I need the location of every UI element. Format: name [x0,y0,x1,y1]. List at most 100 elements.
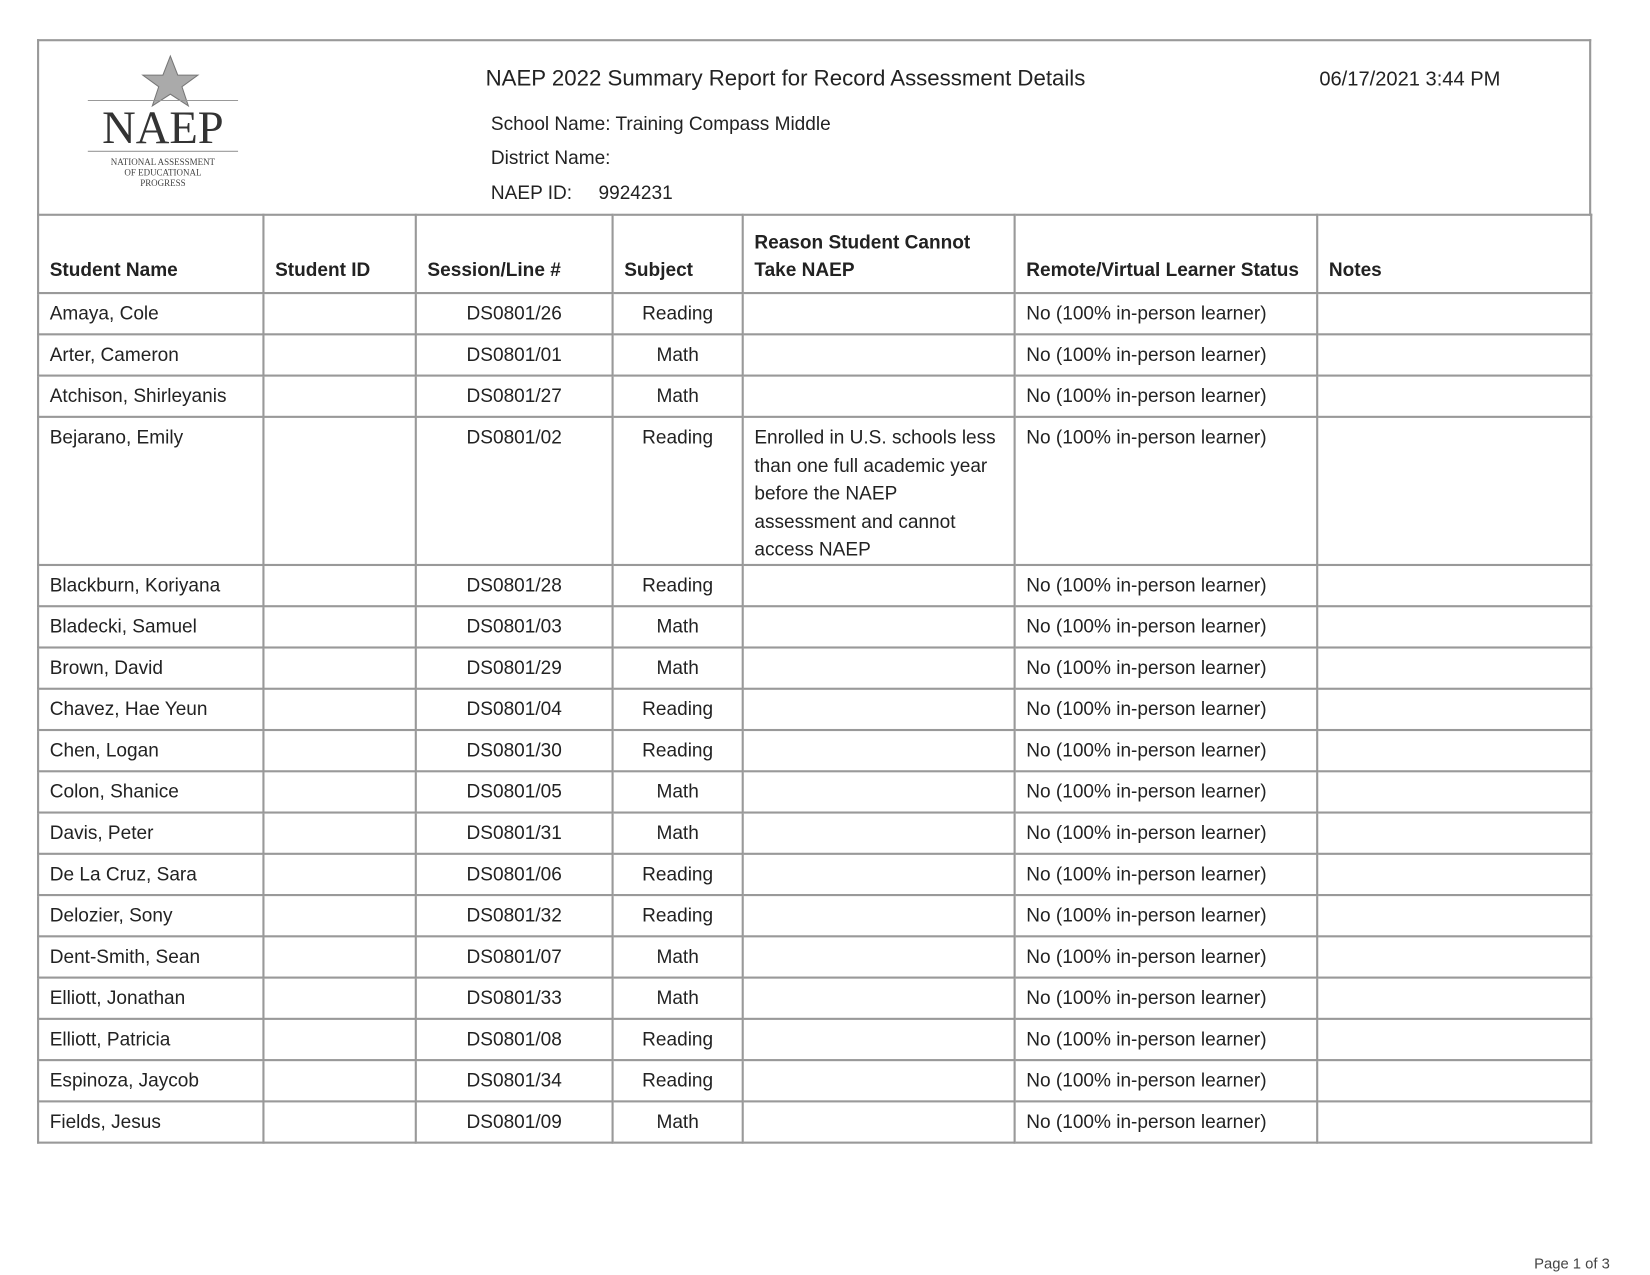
table-row: Elliott, Jonathan DS0801/33 Math No (100% i… [37,976,1593,1020]
cell-session-line: DS0801/33 [414,976,614,1020]
table-row: Amaya, Cole DS0801/26 Reading No (100% in-p… [37,292,1593,336]
cell-subject: Reading [611,563,744,607]
cell-student-id [262,1058,417,1102]
column-header-subject: Subject [611,213,744,295]
cell-remote-status: No (100% in-person learner) [1013,769,1319,814]
cell-subject: Reading [611,292,744,336]
cell-session-line: DS0801/07 [414,934,614,979]
table-row: Davis, Peter DS0801/31 Math No (100% in-per… [37,810,1593,855]
cell-notes [1316,893,1593,937]
cell-notes [1316,374,1593,418]
cell-remote-status: No (100% in-person learner) [1013,810,1319,855]
cell-reason [741,769,1016,814]
table-row: Atchison, Shirleyanis DS0801/27 Math No (10… [37,374,1593,418]
table-row: Bejarano, Emily DS0801/02 Reading Enrolled … [37,415,1593,566]
cell-student-name: Brown, David [37,645,265,690]
table-row: Chavez, Hae Yeun DS0801/04 Reading No (100%… [37,687,1593,731]
table-row: De La Cruz, Sara DS0801/06 Reading No (100%… [37,852,1593,896]
cell-session-line: DS0801/27 [414,374,614,418]
cell-student-name: Elliott, Jonathan [37,976,265,1020]
cell-student-name: Espinoza, Jaycob [37,1058,265,1102]
naep-logo: NAEP NATIONAL ASSESSMENT OF EDUCATIONAL … [87,54,239,188]
cell-remote-status: No (100% in-person learner) [1013,934,1319,979]
cell-student-id [262,934,417,979]
cell-notes [1316,934,1593,979]
cell-student-name: Bladecki, Samuel [37,604,265,649]
cell-reason [741,604,1016,649]
report-datetime: 06/17/2021 3:44 PM [1319,68,1501,91]
cell-subject: Math [611,769,744,814]
cell-session-line: DS0801/09 [414,1099,614,1144]
cell-student-name: Fields, Jesus [37,1099,265,1144]
svg-text:OF EDUCATIONAL: OF EDUCATIONAL [124,168,201,178]
naep-id-label: NAEP ID: [490,181,573,204]
star-icon [141,54,200,108]
cell-session-line: DS0801/29 [414,645,614,690]
cell-subject: Math [611,333,744,377]
cell-student-name: Bejarano, Emily [37,415,265,566]
cell-student-id [262,769,417,814]
district-name: District Name: [490,147,611,169]
cell-reason [741,374,1016,418]
cell-remote-status: No (100% in-person learner) [1013,415,1319,566]
cell-subject: Reading [611,852,744,896]
cell-notes [1316,769,1593,814]
school-name: School Name: Training Compass Middle [490,113,831,135]
cell-notes [1316,976,1593,1020]
table-header-row: Student Name Student ID Session/Line # Subj… [37,213,1593,295]
cell-session-line: DS0801/31 [414,810,614,855]
cell-subject: Math [611,1099,744,1144]
cell-student-name: De La Cruz, Sara [37,852,265,896]
cell-reason [741,934,1016,979]
cell-student-name: Chavez, Hae Yeun [37,687,265,731]
column-header-student-id: Student ID [262,213,417,295]
cell-student-id [262,1017,417,1061]
report-header: NAEP NATIONAL ASSESSMENT OF EDUCATIONAL … [37,39,1592,216]
cell-reason [741,687,1016,731]
table-row: Elliott, Patricia DS0801/08 Reading No (100… [37,1017,1593,1061]
column-header-notes: Notes [1316,213,1593,295]
cell-reason [741,893,1016,937]
cell-notes [1316,728,1593,772]
cell-subject: Math [611,976,744,1020]
cell-reason [741,292,1016,336]
cell-remote-status: No (100% in-person learner) [1013,292,1319,336]
cell-reason [741,1099,1016,1144]
cell-student-id [262,604,417,649]
cell-reason: Enrolled in U.S. schools less than one f… [741,415,1016,566]
cell-notes [1316,1058,1593,1102]
cell-reason [741,333,1016,377]
cell-remote-status: No (100% in-person learner) [1013,728,1319,772]
cell-remote-status: No (100% in-person learner) [1013,333,1319,377]
report-title: NAEP 2022 Summary Report for Record Asse… [485,66,1086,91]
cell-student-id [262,976,417,1020]
cell-notes [1316,810,1593,855]
cell-remote-status: No (100% in-person learner) [1013,604,1319,649]
cell-subject: Reading [611,415,744,566]
cell-student-id [262,1099,417,1144]
cell-remote-status: No (100% in-person learner) [1013,893,1319,937]
cell-student-id [262,415,417,566]
cell-reason [741,852,1016,896]
cell-subject: Reading [611,893,744,937]
svg-text:NATIONAL ASSESSMENT: NATIONAL ASSESSMENT [111,157,216,167]
cell-session-line: DS0801/34 [414,1058,614,1102]
cell-session-line: DS0801/28 [414,563,614,607]
table-row: Chen, Logan DS0801/30 Reading No (100% in-p… [37,728,1593,772]
cell-remote-status: No (100% in-person learner) [1013,1017,1319,1061]
cell-student-id [262,852,417,896]
cell-student-name: Amaya, Cole [37,292,265,336]
cell-session-line: DS0801/05 [414,769,614,814]
table-row: Colon, Shanice DS0801/05 Math No (100% in-p… [37,769,1593,814]
cell-student-name: Arter, Cameron [37,333,265,377]
cell-subject: Math [611,934,744,979]
cell-subject: Math [611,810,744,855]
cell-student-id [262,893,417,937]
cell-notes [1316,563,1593,607]
cell-reason [741,728,1016,772]
cell-subject: Reading [611,687,744,731]
cell-notes [1316,604,1593,649]
cell-remote-status: No (100% in-person learner) [1013,687,1319,731]
cell-student-id [262,687,417,731]
